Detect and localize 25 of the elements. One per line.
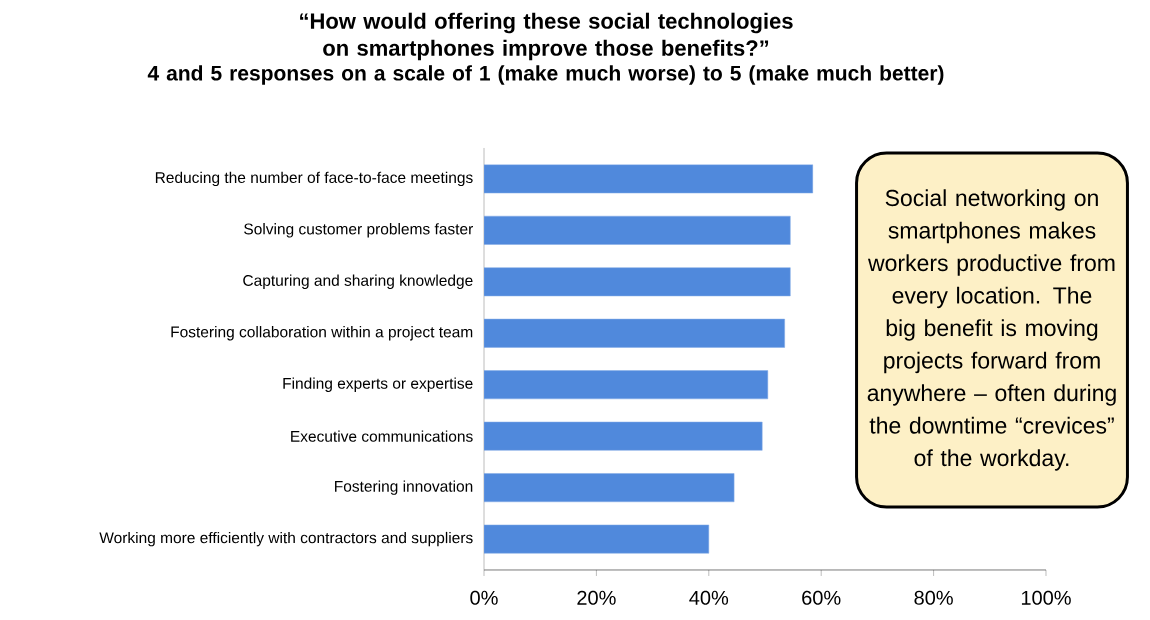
- x-tick-label: 0%: [470, 590, 498, 605]
- y-tick-label: Fostering collaboration within a project team: [171, 326, 473, 341]
- bar: [484, 215, 791, 245]
- y-tick-label: Fostering innovation: [335, 480, 473, 495]
- chart-title: “How would offering these social technologies on smartphones improve those benefits?”: [300, 12, 793, 61]
- y-tick-label: Finding experts or expertise: [283, 377, 473, 392]
- bar: [484, 267, 791, 297]
- y-tick-label: Executive communications: [291, 430, 473, 442]
- bar: [484, 370, 769, 400]
- bar: [484, 524, 710, 554]
- x-tick-label: 100%: [1021, 590, 1071, 605]
- x-tick-label: 40%: [689, 590, 729, 605]
- x-tick-label: 80%: [914, 590, 953, 605]
- bar: [484, 473, 735, 503]
- bar: [484, 318, 785, 348]
- bar: [484, 421, 763, 451]
- y-tick-label: Capturing and sharing knowledge: [243, 274, 473, 290]
- x-tick-label: 60%: [802, 590, 841, 605]
- chart-subtitle: 4 and 5 responses on a scale of 1 (make much worse) to 5 (make much better): [147, 65, 944, 85]
- y-tick-label: Working more efficiently with contractors and suppliers: [99, 531, 473, 547]
- text: Social networking on smartphones makes workers productive from every location. The big benefit is moving projects forward from anywhere – often during the downtime “crevices” of the workday.: [867, 189, 1116, 471]
- y-tick-label: Solving customer problems faster: [244, 223, 473, 238]
- x-tick-label: 20%: [577, 590, 616, 605]
- y-tick-label: Reducing the number of face-to-face meetings: [155, 171, 473, 187]
- bar: [484, 164, 814, 194]
